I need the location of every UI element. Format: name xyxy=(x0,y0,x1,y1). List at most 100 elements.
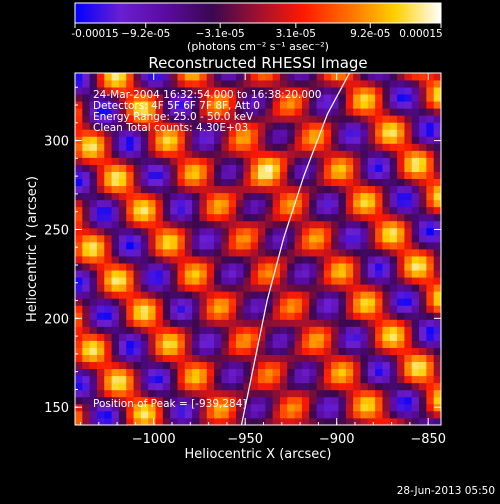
heatmap-cell xyxy=(250,396,259,405)
heatmap-cell xyxy=(89,389,98,398)
heatmap-cell xyxy=(301,326,310,334)
heatmap-cell xyxy=(419,375,427,384)
heatmap-cell xyxy=(104,143,112,151)
heatmap-cell xyxy=(96,178,105,187)
heatmap-cell xyxy=(294,220,303,229)
heatmap-cell xyxy=(184,101,193,109)
heatmap-cell xyxy=(140,256,149,264)
heatmap-cell xyxy=(228,333,237,341)
heatmap-cell xyxy=(236,410,244,419)
heatmap-cell xyxy=(82,136,91,144)
heatmap-cell xyxy=(89,319,98,327)
heatmap-cell xyxy=(301,270,310,278)
heatmap-cell xyxy=(426,101,435,109)
heatmap-cell xyxy=(177,157,186,165)
heatmap-cell xyxy=(404,417,413,425)
heatmap-cell xyxy=(382,164,391,172)
heatmap-cell xyxy=(228,291,237,299)
heatmap-cell xyxy=(426,263,435,271)
heatmap-cell xyxy=(206,256,215,264)
heatmap-cell xyxy=(236,220,244,229)
heatmap-cell xyxy=(111,122,120,130)
heatmap-cell xyxy=(316,73,325,81)
heatmap-cell xyxy=(279,164,288,172)
heatmap-cell xyxy=(111,101,120,109)
heatmap-cell xyxy=(177,220,186,229)
heatmap-cell xyxy=(323,80,332,88)
heatmap-cell xyxy=(331,368,339,377)
heatmap-cell xyxy=(426,213,435,222)
heatmap-cell xyxy=(411,389,420,398)
heatmap-cell xyxy=(184,389,193,398)
heatmap-cell xyxy=(316,115,325,123)
heatmap-cell xyxy=(148,256,156,264)
heatmap-cell xyxy=(104,389,112,398)
heatmap-cell xyxy=(206,270,215,278)
heatmap-cell xyxy=(338,192,347,201)
heatmap-cell xyxy=(397,80,405,88)
heatmap-cell xyxy=(199,298,208,306)
heatmap-cell xyxy=(170,256,178,264)
heatmap-cell xyxy=(382,354,391,363)
heatmap-cell xyxy=(89,171,98,179)
heatmap-cell xyxy=(206,213,215,222)
heatmap-cell xyxy=(338,284,347,292)
heatmap-cell xyxy=(243,213,252,222)
heatmap-cell xyxy=(389,206,398,215)
heatmap-cell xyxy=(133,382,142,391)
heatmap-cell xyxy=(126,312,134,320)
heatmap-cell xyxy=(265,417,274,425)
heatmap-cell xyxy=(162,312,171,320)
heatmap-cell xyxy=(148,326,156,334)
heatmap-cell xyxy=(404,87,413,95)
heatmap-cell xyxy=(82,122,91,130)
heatmap-cell xyxy=(96,270,105,278)
heatmap-cell xyxy=(243,101,252,109)
heatmap-cell xyxy=(338,382,347,391)
heatmap-cell xyxy=(111,199,120,208)
heatmap-cell xyxy=(162,87,171,95)
heatmap-cell xyxy=(360,129,369,137)
heatmap-cell xyxy=(345,178,354,187)
heatmap-cell xyxy=(367,319,376,327)
heatmap-cell xyxy=(111,270,120,278)
heatmap-cell xyxy=(331,347,339,355)
heatmap-cell xyxy=(272,136,281,144)
heatmap-cell xyxy=(411,417,420,425)
heatmap-cell xyxy=(170,150,178,158)
heatmap-cell xyxy=(411,150,420,158)
heatmap-cell xyxy=(89,108,98,116)
heatmap-cell xyxy=(133,157,142,165)
heatmap-cell xyxy=(214,368,222,377)
heatmap-cell xyxy=(148,94,156,102)
heatmap-cell xyxy=(82,375,91,384)
heatmap-cell xyxy=(228,129,237,137)
heatmap-cell xyxy=(228,319,237,327)
heatmap-cell xyxy=(118,277,127,285)
heatmap-cell xyxy=(111,319,120,327)
heatmap-cell xyxy=(411,347,420,355)
heatmap-cell xyxy=(89,122,98,130)
heatmap-cell xyxy=(184,382,193,391)
x-axis: −1000 −950 −900 −850 xyxy=(79,73,446,447)
heatmap-cell xyxy=(258,101,266,109)
heatmap-cell xyxy=(250,319,259,327)
heatmap-cell xyxy=(82,312,91,320)
heatmap-cell xyxy=(375,206,383,215)
heatmap-cell xyxy=(331,73,339,81)
heatmap-cell xyxy=(170,249,178,257)
heatmap-cell xyxy=(265,249,274,257)
heatmap-cell xyxy=(82,94,91,102)
heatmap-cell xyxy=(111,87,120,95)
heatmap-cell xyxy=(382,171,391,179)
heatmap-cell xyxy=(360,249,369,257)
heatmap-cell xyxy=(133,361,142,370)
heatmap-cell xyxy=(397,185,405,194)
heatmap-cell xyxy=(367,192,376,201)
heatmap-cell xyxy=(294,263,303,271)
heatmap-cell xyxy=(126,136,134,144)
heatmap-cell xyxy=(375,129,383,137)
heatmap-cell xyxy=(265,206,274,215)
heatmap-cell xyxy=(265,115,274,123)
heatmap-cell xyxy=(111,256,120,264)
